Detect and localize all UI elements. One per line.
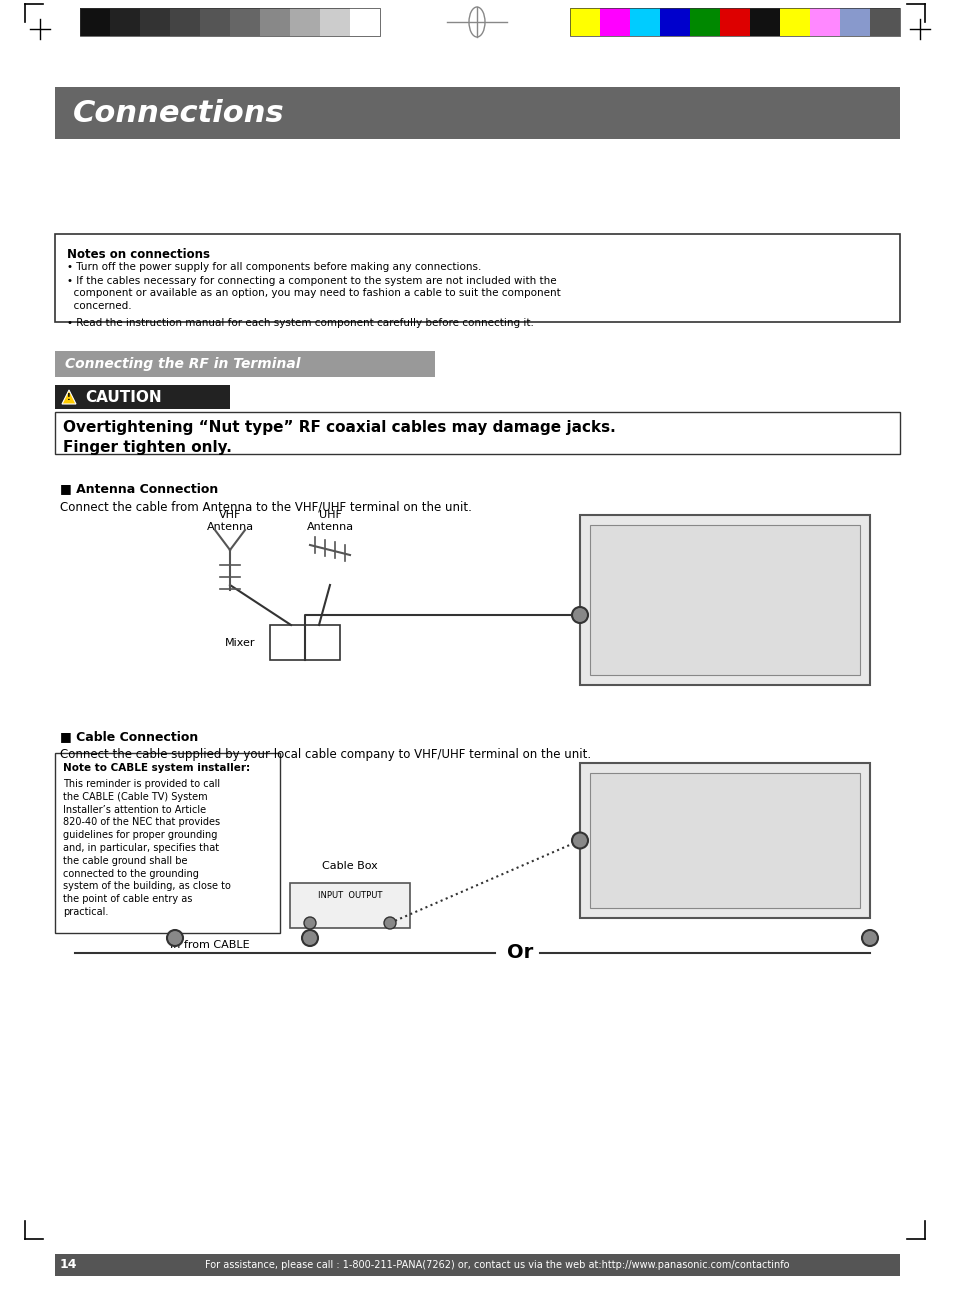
Circle shape	[384, 917, 395, 929]
Circle shape	[572, 607, 587, 622]
Bar	[780, 8, 809, 36]
Bar	[55, 411, 899, 454]
Bar	[350, 8, 379, 36]
Bar	[569, 8, 599, 36]
Polygon shape	[62, 389, 76, 404]
Text: INPUT  OUTPUT: INPUT OUTPUT	[317, 892, 382, 901]
Text: VHF
Antenna: VHF Antenna	[206, 510, 253, 532]
Text: Or: Or	[506, 943, 533, 963]
Bar	[319, 8, 350, 36]
Bar	[140, 8, 170, 36]
Bar	[270, 625, 339, 660]
Text: Cable Box: Cable Box	[322, 861, 377, 871]
Bar	[579, 763, 869, 917]
Circle shape	[862, 930, 877, 946]
Text: • Turn off the power supply for all components before making any connections.: • Turn off the power supply for all comp…	[67, 261, 481, 272]
Circle shape	[167, 930, 183, 946]
Bar	[840, 8, 869, 36]
Text: • If the cables necessary for connecting a component to the system are not inclu: • If the cables necessary for connecting…	[67, 276, 560, 311]
Bar	[55, 87, 899, 138]
Text: !: !	[67, 393, 71, 402]
Text: UHF
Antenna: UHF Antenna	[306, 510, 354, 532]
Bar	[170, 8, 200, 36]
Bar	[290, 883, 410, 928]
Bar	[579, 515, 869, 685]
Text: Connect the cable supplied by your local cable company to VHF/UHF terminal on th: Connect the cable supplied by your local…	[60, 748, 591, 761]
Text: Connecting the RF in Terminal: Connecting the RF in Terminal	[65, 357, 300, 371]
Bar	[230, 8, 260, 36]
Circle shape	[572, 832, 587, 849]
Bar	[55, 351, 435, 377]
Text: ■ Antenna Connection: ■ Antenna Connection	[60, 481, 218, 496]
Bar	[720, 8, 749, 36]
Text: Connect the cable from Antenna to the VHF/UHF terminal on the unit.: Connect the cable from Antenna to the VH…	[60, 499, 472, 512]
Bar	[809, 8, 840, 36]
Text: Note to CABLE system installer:: Note to CABLE system installer:	[63, 763, 250, 773]
Text: In from CABLE: In from CABLE	[170, 939, 250, 950]
Bar	[110, 8, 140, 36]
Bar	[260, 8, 290, 36]
Text: Mixer: Mixer	[224, 638, 254, 647]
Bar	[629, 8, 659, 36]
Text: • Read the instruction manual for each system component carefully before connect: • Read the instruction manual for each s…	[67, 318, 534, 327]
Bar	[290, 8, 319, 36]
Bar	[55, 1254, 899, 1276]
Bar	[200, 8, 230, 36]
Text: CAUTION: CAUTION	[85, 389, 161, 405]
Text: Notes on connections: Notes on connections	[67, 248, 210, 261]
Text: This reminder is provided to call
the CABLE (Cable TV) System
Installer’s attent: This reminder is provided to call the CA…	[63, 779, 231, 917]
Circle shape	[304, 917, 315, 929]
Bar	[569, 8, 899, 36]
Bar	[659, 8, 689, 36]
Text: 14: 14	[60, 1259, 77, 1272]
Bar	[749, 8, 780, 36]
Bar	[869, 8, 899, 36]
Text: For assistance, please call : 1-800-211-PANA(7262) or, contact us via the web at: For assistance, please call : 1-800-211-…	[205, 1260, 789, 1269]
Bar	[689, 8, 720, 36]
Bar	[55, 234, 899, 322]
Text: Overtightening “Nut type” RF coaxial cables may damage jacks.
Finger tighten onl: Overtightening “Nut type” RF coaxial cab…	[63, 421, 615, 454]
Bar	[80, 8, 379, 36]
Bar	[55, 753, 280, 933]
Bar	[589, 525, 859, 675]
Circle shape	[302, 930, 317, 946]
Bar	[80, 8, 110, 36]
Bar	[599, 8, 629, 36]
Text: Connections: Connections	[73, 98, 284, 128]
Bar	[55, 386, 230, 409]
Text: ■ Cable Connection: ■ Cable Connection	[60, 730, 198, 743]
Bar	[589, 773, 859, 908]
